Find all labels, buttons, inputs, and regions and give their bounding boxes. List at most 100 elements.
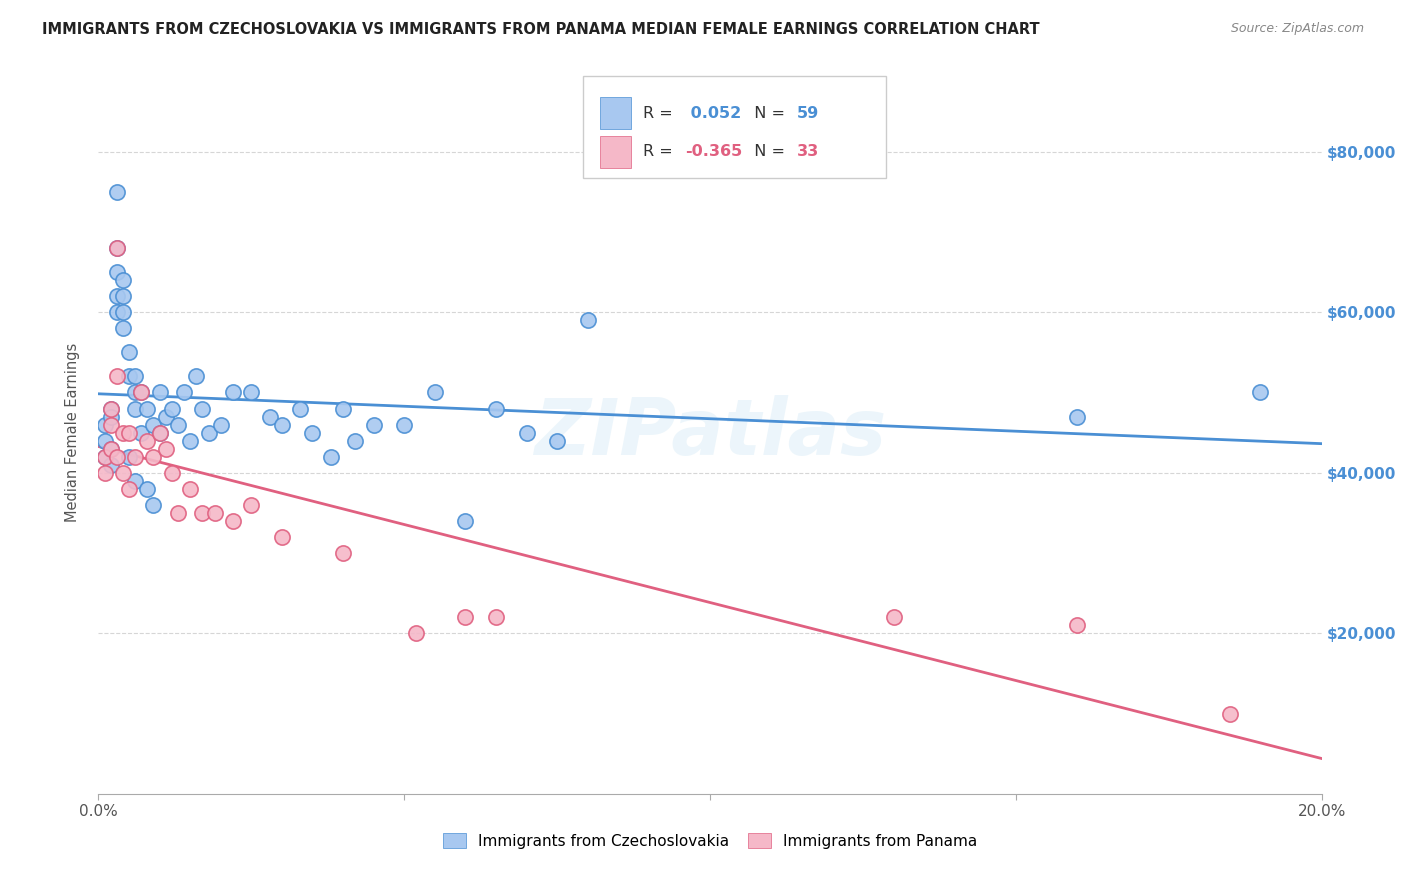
Point — [363, 417, 385, 432]
Point — [392, 417, 416, 432]
Point — [546, 434, 568, 448]
Point — [1066, 618, 1088, 632]
Point — [454, 610, 477, 624]
Point — [290, 401, 312, 416]
Point — [516, 425, 538, 440]
Point — [240, 498, 263, 512]
Point — [129, 425, 152, 440]
Point — [209, 417, 232, 432]
Y-axis label: Median Female Earnings: Median Female Earnings — [65, 343, 80, 522]
Point — [149, 425, 172, 440]
Text: Source: ZipAtlas.com: Source: ZipAtlas.com — [1230, 22, 1364, 36]
Point — [179, 482, 201, 496]
Point — [129, 385, 152, 400]
Point — [111, 321, 134, 335]
Point — [136, 401, 159, 416]
Point — [259, 409, 281, 424]
Point — [100, 409, 122, 424]
Point — [93, 434, 115, 448]
Point — [142, 450, 165, 464]
Text: N =: N = — [744, 145, 790, 159]
Legend: Immigrants from Czechoslovakia, Immigrants from Panama: Immigrants from Czechoslovakia, Immigran… — [437, 827, 983, 855]
Point — [485, 610, 508, 624]
Point — [240, 385, 263, 400]
Point — [105, 265, 128, 279]
Point — [100, 401, 122, 416]
Text: -0.365: -0.365 — [685, 145, 742, 159]
Point — [93, 450, 115, 464]
Point — [222, 514, 245, 528]
Point — [191, 401, 214, 416]
Point — [105, 241, 128, 255]
Point — [405, 626, 427, 640]
Text: 0.052: 0.052 — [685, 106, 741, 120]
Text: IMMIGRANTS FROM CZECHOSLOVAKIA VS IMMIGRANTS FROM PANAMA MEDIAN FEMALE EARNINGS : IMMIGRANTS FROM CZECHOSLOVAKIA VS IMMIGR… — [42, 22, 1040, 37]
Point — [167, 417, 190, 432]
Point — [160, 466, 183, 480]
Point — [111, 425, 134, 440]
Point — [319, 450, 342, 464]
Point — [191, 506, 214, 520]
Point — [105, 185, 128, 199]
Text: R =: R = — [643, 145, 678, 159]
Point — [332, 401, 354, 416]
Point — [204, 506, 226, 520]
Point — [155, 409, 177, 424]
Point — [105, 289, 128, 303]
Point — [124, 450, 146, 464]
Point — [883, 610, 905, 624]
Point — [155, 442, 177, 456]
Point — [270, 417, 292, 432]
Point — [160, 401, 183, 416]
Text: 59: 59 — [797, 106, 820, 120]
Point — [105, 305, 128, 319]
Point — [100, 442, 122, 456]
Point — [124, 385, 146, 400]
Point — [186, 369, 208, 384]
Point — [100, 442, 122, 456]
Point — [270, 530, 292, 544]
Point — [1219, 706, 1241, 721]
Point — [100, 401, 122, 416]
Point — [105, 369, 128, 384]
Point — [93, 450, 115, 464]
Point — [118, 345, 141, 359]
Point — [118, 482, 141, 496]
Point — [301, 425, 323, 440]
Point — [111, 305, 134, 319]
Point — [344, 434, 367, 448]
Point — [222, 385, 245, 400]
Point — [105, 450, 128, 464]
Point — [118, 450, 141, 464]
Point — [173, 385, 195, 400]
Point — [93, 417, 115, 432]
Text: ZIPatlas: ZIPatlas — [534, 394, 886, 471]
Text: 33: 33 — [797, 145, 820, 159]
Point — [136, 434, 159, 448]
Point — [111, 289, 134, 303]
Point — [118, 425, 141, 440]
Point — [124, 401, 146, 416]
Point — [111, 466, 134, 480]
Point — [485, 401, 508, 416]
Point — [576, 313, 599, 327]
Point — [142, 417, 165, 432]
Point — [167, 506, 190, 520]
Point — [142, 498, 165, 512]
Point — [111, 273, 134, 287]
Point — [124, 369, 146, 384]
Point — [100, 417, 122, 432]
Point — [105, 241, 128, 255]
Point — [179, 434, 201, 448]
Point — [423, 385, 446, 400]
Text: N =: N = — [744, 106, 790, 120]
Point — [93, 466, 115, 480]
Point — [454, 514, 477, 528]
Point — [129, 385, 152, 400]
Point — [1249, 385, 1271, 400]
Point — [118, 369, 141, 384]
Point — [1066, 409, 1088, 424]
Point — [124, 474, 146, 488]
Point — [136, 482, 159, 496]
Point — [197, 425, 219, 440]
